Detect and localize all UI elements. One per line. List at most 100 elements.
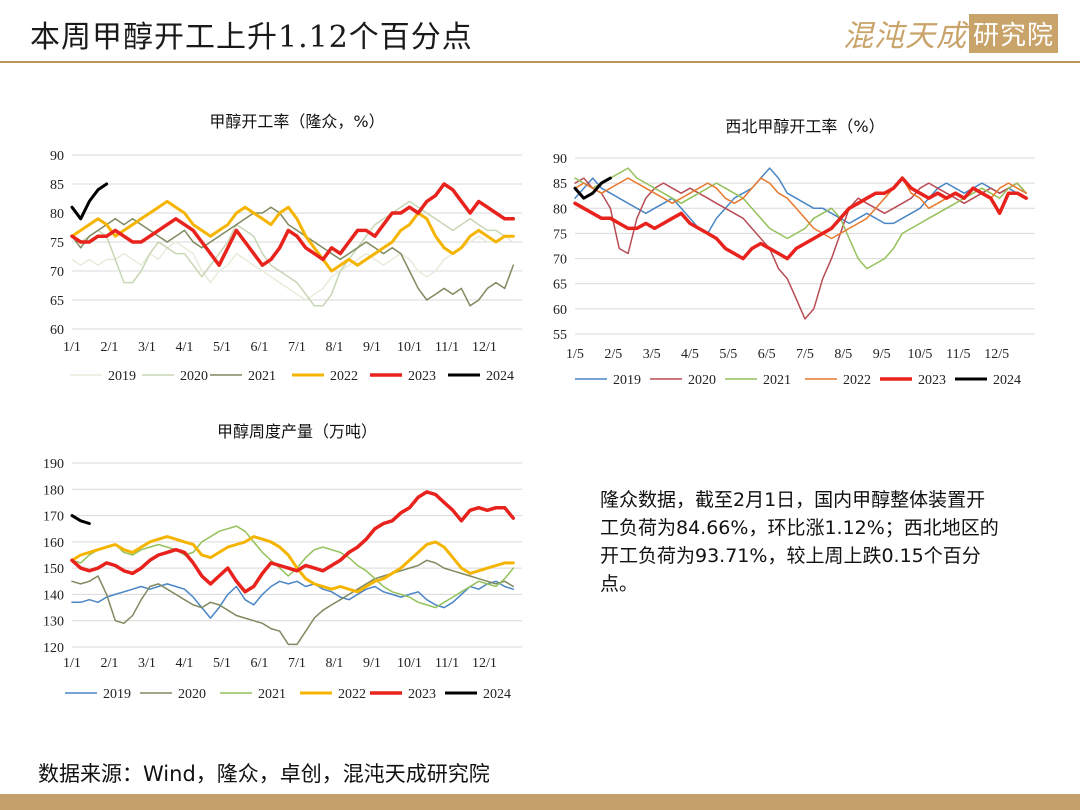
series-line-2024 (70, 182, 109, 221)
x-tick-label: 7/1 (288, 656, 306, 671)
chart-methanol-operating-rate: 甲醇开工率（隆众，%） 60 65 70 75 80 85 90 1/1 2/1 3/1 4/1 5/1… (30, 105, 530, 400)
y-tick-label: 70 (553, 253, 567, 268)
chart-title: 西北甲醇开工率（%） (725, 117, 884, 136)
legend-label-2019: 2019 (108, 369, 136, 384)
series-line-2023 (573, 176, 1028, 261)
chart-northwest-operating-rate: 西北甲醇开工率（%） 55 60 65 70 75 80 85 90 1/5 2/5 3/5 4/5 5/… (545, 110, 1055, 400)
y-tick-label: 170 (43, 510, 64, 525)
y-tick-label: 180 (43, 483, 64, 498)
x-tick-label: 10/5 (908, 347, 933, 362)
legend-label-2023: 2023 (408, 687, 436, 702)
legend-label-2020: 2020 (180, 369, 208, 384)
y-tick-label: 55 (553, 328, 567, 343)
chart-svg-weekly-output: 甲醇周度产量（万吨） 120 130 140 150 160 170 180 190 1/1 2/1… (43, 422, 522, 702)
chart-svg-operating-rate: 甲醇开工率（隆众，%） 60 65 70 75 80 85 90 1/1 2/1 3/1 4/1 5/1… (50, 112, 522, 384)
x-tick-label: 11/1 (435, 340, 459, 355)
bottom-bar (0, 794, 1080, 810)
series-line-2023 (70, 182, 516, 267)
logo: 混沌天成 研究院 (842, 13, 1058, 54)
x-tick-label: 5/5 (719, 347, 737, 362)
y-tick-label: 65 (50, 294, 64, 309)
legend-label-2019: 2019 (103, 687, 131, 702)
legend-label-2024: 2024 (486, 369, 514, 384)
series-line-2023 (70, 490, 516, 594)
legend-label-2022: 2022 (330, 369, 358, 384)
y-tick-label: 60 (553, 303, 567, 318)
x-tick-label: 7/1 (288, 340, 306, 355)
y-tick-label: 75 (50, 236, 64, 251)
x-tick-label: 6/1 (251, 656, 269, 671)
x-tick-label: 2/1 (101, 656, 119, 671)
series-line-2021 (574, 167, 1027, 270)
x-tick-label: 9/5 (873, 347, 891, 362)
series-line-2020 (71, 200, 515, 307)
summary-note: 隆众数据，截至2月1日，国内甲醇整体装置开工负荷为84.66%，环比涨1.12%… (600, 489, 999, 595)
x-tick-label: 12/1 (472, 340, 497, 355)
legend-label-2019: 2019 (613, 373, 641, 388)
legend-label-2022: 2022 (843, 373, 871, 388)
y-tick-label: 150 (43, 562, 64, 577)
y-tick-label: 75 (553, 227, 567, 242)
x-tick-label: 8/5 (834, 347, 852, 362)
series-line-2019 (71, 235, 515, 301)
legend-label-2023: 2023 (918, 373, 946, 388)
source-text: 数据来源：Wind，隆众，卓创，混沌天成研究院 (38, 762, 490, 786)
x-tick-label: 8/1 (326, 340, 344, 355)
x-tick-label: 9/1 (363, 340, 381, 355)
header: 本周甲醇开工上升1.12个百分点 混沌天成 研究院 (0, 0, 1080, 64)
x-tick-label: 9/1 (363, 656, 381, 671)
legend-label-2024: 2024 (993, 373, 1021, 388)
page-title: 本周甲醇开工上升1.12个百分点 (30, 20, 473, 55)
y-tick-label: 80 (50, 207, 64, 222)
x-tick-label: 1/1 (63, 656, 81, 671)
legend-label-2021: 2021 (763, 373, 791, 388)
series-line-2019 (71, 580, 515, 619)
header-divider (0, 61, 1080, 63)
x-tick-label: 3/1 (138, 340, 156, 355)
legend-label-2023: 2023 (408, 369, 436, 384)
legend-label-2021: 2021 (258, 687, 286, 702)
x-tick-label: 5/1 (213, 656, 231, 671)
series-line-2024 (573, 176, 612, 200)
y-tick-label: 60 (50, 323, 64, 338)
y-tick-label: 85 (553, 177, 567, 192)
chart-weekly-output: 甲醇周度产量（万吨） 120 130 140 150 160 170 180 190 1/1 2/1… (30, 415, 530, 715)
x-tick-label: 4/1 (176, 340, 194, 355)
series-line-2024 (70, 514, 91, 525)
x-tick-label: 11/1 (435, 656, 459, 671)
y-tick-label: 90 (50, 149, 64, 164)
y-tick-label: 85 (50, 178, 64, 193)
x-tick-label: 3/5 (643, 347, 661, 362)
legend-label-2021: 2021 (248, 369, 276, 384)
y-tick-label: 80 (553, 202, 567, 217)
x-tick-label: 12/1 (472, 656, 497, 671)
series-line-2019 (574, 167, 1027, 235)
y-tick-label: 90 (553, 152, 567, 167)
x-tick-label: 2/1 (101, 340, 119, 355)
chart-svg-northwest-rate: 西北甲醇开工率（%） 55 60 65 70 75 80 85 90 1/5 2/5 3/5 4/5 5/… (553, 117, 1035, 388)
chart-title: 甲醇开工率（隆众，%） (209, 112, 384, 131)
y-tick-label: 65 (553, 278, 567, 293)
y-tick-label: 140 (43, 588, 64, 603)
legend-label-2022: 2022 (338, 687, 366, 702)
x-tick-label: 4/5 (681, 347, 699, 362)
x-tick-label: 6/1 (251, 340, 269, 355)
x-tick-label: 10/1 (397, 340, 422, 355)
series-line-2021 (71, 206, 515, 307)
legend-label-2020: 2020 (688, 373, 716, 388)
logo-box-text: 研究院 (968, 13, 1058, 53)
series-line-2020 (574, 177, 1027, 320)
x-tick-label: 2/5 (604, 347, 622, 362)
y-tick-label: 190 (43, 457, 64, 472)
x-tick-label: 11/5 (946, 347, 970, 362)
series-line-2022 (70, 535, 515, 594)
logo-main-text: 混沌天成 (842, 19, 967, 54)
y-tick-label: 160 (43, 536, 64, 551)
x-tick-label: 12/5 (984, 347, 1009, 362)
legend-label-2024: 2024 (483, 687, 511, 702)
series-line-2022 (70, 199, 515, 273)
x-tick-label: 6/5 (758, 347, 776, 362)
y-tick-label: 120 (43, 641, 64, 656)
x-tick-label: 10/1 (397, 656, 422, 671)
chart-title: 甲醇周度产量（万吨） (217, 422, 377, 441)
